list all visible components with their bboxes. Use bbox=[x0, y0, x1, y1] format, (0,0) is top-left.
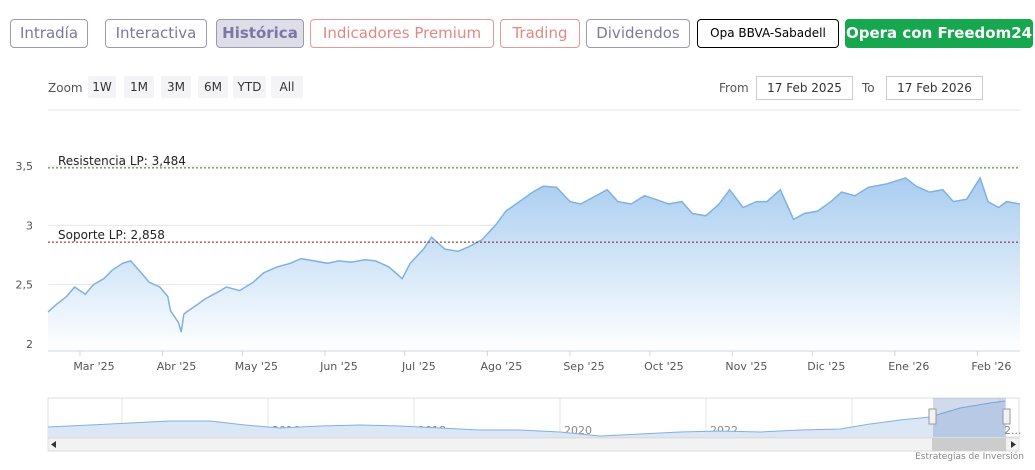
tab-0[interactable]: Intradía bbox=[10, 19, 88, 48]
reference-label-1: Soporte LP: 2,858 bbox=[58, 228, 165, 242]
x-tick-label: Dic '25 bbox=[807, 360, 845, 373]
to-date-input[interactable]: 17 Feb 2026 bbox=[886, 76, 983, 100]
zoom-button-4[interactable]: YTD bbox=[233, 76, 266, 98]
x-tick-label: Abr '25 bbox=[157, 360, 197, 373]
tab-4[interactable]: Trading bbox=[500, 19, 580, 48]
navigator-tick-label: 2... bbox=[1004, 424, 1022, 437]
reference-label-0: Resistencia LP: 3,484 bbox=[58, 154, 186, 168]
y-tick-label: 3 bbox=[26, 219, 33, 232]
zoom-button-2[interactable]: 3M bbox=[161, 76, 191, 98]
navigator-handle-right[interactable] bbox=[1002, 408, 1011, 425]
x-tick-label: Nov '25 bbox=[725, 360, 767, 373]
x-tick-label: Ago '25 bbox=[481, 360, 523, 373]
navigator-selection bbox=[933, 398, 1006, 437]
y-tick-label: 2,5 bbox=[16, 279, 34, 292]
navigator-handle-left[interactable] bbox=[928, 408, 937, 425]
x-tick-label: Feb '26 bbox=[971, 360, 1011, 373]
x-tick-label: Jun '25 bbox=[319, 360, 358, 373]
zoom-button-3[interactable]: 6M bbox=[198, 76, 228, 98]
x-tick-label: Oct '25 bbox=[644, 360, 684, 373]
x-tick-label: Mar '25 bbox=[73, 360, 114, 373]
zoom-button-1[interactable]: 1M bbox=[124, 76, 154, 98]
price-line bbox=[47, 176, 1021, 333]
tab-5[interactable]: Dividendos bbox=[586, 19, 690, 48]
scrollbar-track bbox=[47, 437, 1020, 452]
y-tick-label: 3,5 bbox=[16, 160, 34, 173]
chart-credit: Estrategias de Inversión bbox=[915, 452, 1024, 462]
zoom-button-5[interactable]: All bbox=[271, 76, 303, 98]
x-tick-label: May '25 bbox=[235, 360, 278, 373]
from-label: From bbox=[719, 81, 749, 95]
tab-6[interactable]: Opa BBVA-Sabadell bbox=[697, 19, 839, 48]
zoom-button-0[interactable]: 1W bbox=[88, 76, 116, 98]
tab-3[interactable]: Indicadores Premium bbox=[310, 19, 494, 48]
to-label: To bbox=[862, 81, 875, 95]
x-tick-label: Sep '25 bbox=[563, 360, 604, 373]
zoom-label: Zoom bbox=[48, 81, 83, 95]
navigator-line bbox=[47, 400, 1006, 437]
x-tick-label: Ene '26 bbox=[888, 360, 929, 373]
scroll-right-arrow[interactable] bbox=[1011, 441, 1016, 448]
tab-2[interactable]: Histórica bbox=[216, 19, 304, 48]
tab-1[interactable]: Interactiva bbox=[105, 19, 207, 48]
from-date-input[interactable]: 17 Feb 2025 bbox=[756, 76, 853, 100]
scrollbar-thumb[interactable] bbox=[932, 438, 1006, 451]
scroll-left-arrow[interactable] bbox=[51, 441, 56, 448]
x-tick-label: Jul '25 bbox=[401, 360, 436, 373]
tab-7[interactable]: Opera con Freedom24 bbox=[845, 19, 1033, 48]
y-tick-label: 2 bbox=[26, 338, 33, 351]
price-area bbox=[48, 177, 1020, 351]
